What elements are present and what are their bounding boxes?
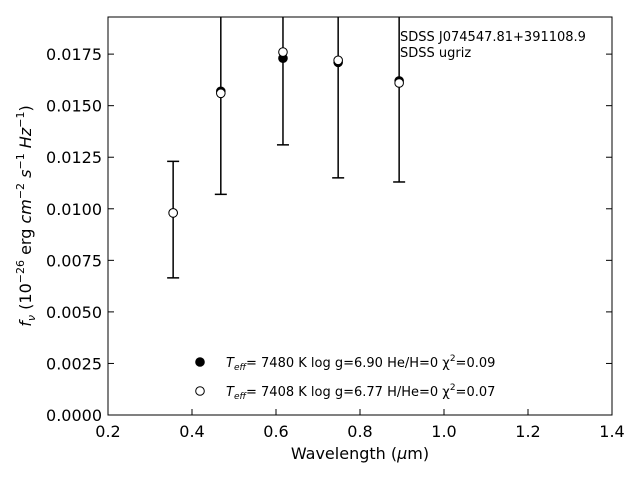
y-tick-label: 0.0000 (46, 406, 102, 425)
y-tick-label: 0.0050 (46, 303, 102, 322)
x-tick-label: 1.4 (599, 422, 624, 441)
x-tick-label: 0.6 (263, 422, 288, 441)
x-tick-label: 1.2 (515, 422, 540, 441)
model-point-open (168, 208, 178, 218)
y-tick-label: 0.0075 (46, 251, 102, 270)
x-tick-label: 1.0 (431, 422, 456, 441)
plot-frame (107, 16, 613, 416)
model-point-open (278, 47, 288, 57)
y-tick-label: 0.0150 (46, 97, 102, 116)
legend-label: Teff= 7408 K log g=6.77 H/He=0 χ2=0.07 (226, 383, 495, 402)
y-tick-label: 0.0175 (46, 45, 102, 64)
x-tick-label: 0.8 (347, 422, 372, 441)
y-tick-label: 0.0125 (46, 148, 102, 167)
x-tick-label: 0.4 (179, 422, 204, 441)
annotation-object-name: SDSS J074547.81+391108.9 (400, 30, 586, 45)
x-tick-group: 0.2 0.4 0.6 0.8 1.0 1.2 1.4 (95, 409, 625, 441)
legend-marker-filled (195, 357, 205, 367)
errorbar-group (167, 17, 406, 279)
y-tick-label: 0.0100 (46, 200, 102, 219)
points-group (168, 47, 404, 218)
y-axis-title: fν (10−26 erg cm−2 s−1 Hz−1) (14, 105, 38, 326)
legend-label: Teff= 7480 K log g=6.90 He/H=0 χ2=0.09 (226, 354, 495, 373)
x-axis-title: Wavelength (μm) (291, 444, 429, 463)
annotation-survey: SDSS ugriz (400, 46, 471, 61)
y-tick-group: 0.0000 0.0025 0.0050 0.0075 0.0100 0.0125 0.01… (46, 45, 612, 425)
model-point-open (394, 78, 404, 88)
model-point-open (216, 88, 226, 99)
y-tick-label: 0.0025 (46, 354, 102, 373)
x-tick-label: 0.2 (95, 422, 120, 441)
legend: Teff= 7480 K log g=6.90 He/H=0 χ2=0.09 Te… (195, 354, 495, 402)
model-point-open (333, 55, 343, 66)
legend-marker-open (195, 386, 205, 396)
